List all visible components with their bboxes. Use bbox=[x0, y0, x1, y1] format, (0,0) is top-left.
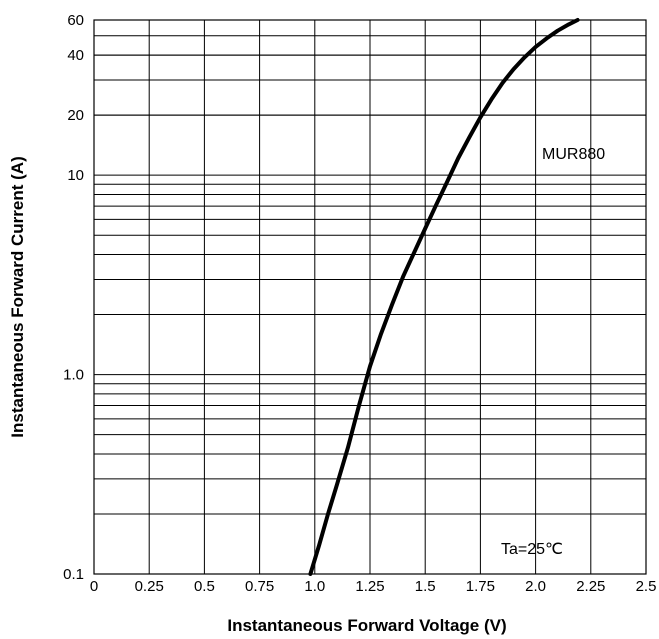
x-tick-labels: 0 0.25 0.5 0.75 1.0 1.25 1.5 1.75 2.0 2.25 2.5 bbox=[90, 578, 657, 595]
y-tick-label: 10 bbox=[67, 167, 84, 184]
y-tick-label: 1.0 bbox=[63, 367, 84, 384]
y-tick-label: 60 bbox=[67, 12, 84, 29]
y-tick-label: 0.1 bbox=[63, 566, 84, 583]
series-annotation-label: MUR880 bbox=[542, 146, 605, 163]
x-tick-label: 1.0 bbox=[304, 578, 325, 595]
plot-frame bbox=[93, 19, 647, 575]
x-tick-label: 1.75 bbox=[466, 578, 495, 595]
x-tick-label: 0.25 bbox=[135, 578, 164, 595]
series-line-mur880 bbox=[308, 18, 580, 576]
temperature-annotation: Ta=25℃ bbox=[501, 541, 563, 558]
series-layer bbox=[308, 18, 580, 576]
y-axis-title: Instantaneous Forward Current (A) bbox=[8, 156, 27, 437]
x-tick-label: 0.5 bbox=[194, 578, 215, 595]
x-tick-label: 2.5 bbox=[636, 578, 657, 595]
y-tick-label: 40 bbox=[67, 47, 84, 64]
x-tick-label: 1.5 bbox=[415, 578, 436, 595]
x-tick-label: 0 bbox=[90, 578, 98, 595]
grid bbox=[93, 19, 647, 575]
y-tick-label: 20 bbox=[67, 107, 84, 124]
x-tick-label: 0.75 bbox=[245, 578, 274, 595]
y-tick-labels: 0.1 1.0 10 20 40 60 bbox=[63, 12, 84, 583]
x-tick-label: 2.25 bbox=[576, 578, 605, 595]
x-tick-label: 2.0 bbox=[525, 578, 546, 595]
x-axis-title: Instantaneous Forward Voltage (V) bbox=[227, 616, 506, 635]
x-tick-label: 1.25 bbox=[355, 578, 384, 595]
